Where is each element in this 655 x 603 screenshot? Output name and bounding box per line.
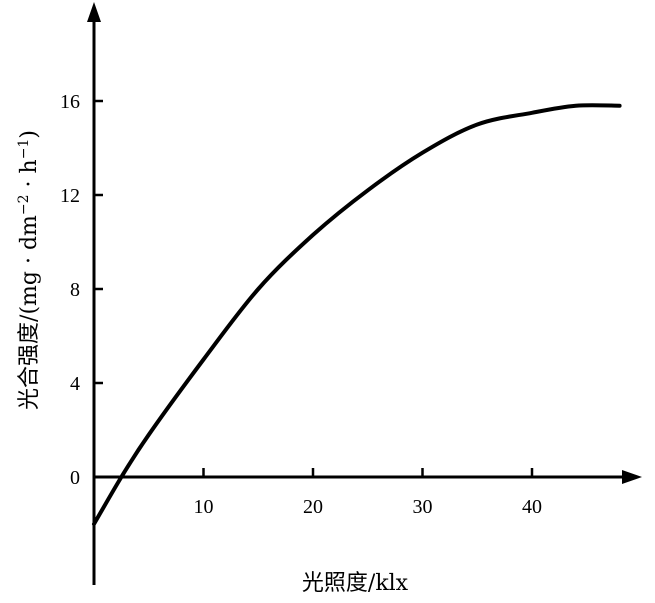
x-axis-title: 光照度/klx — [302, 571, 409, 596]
y-axis-title-end: ) — [17, 130, 42, 139]
y-axis-arrow — [87, 2, 101, 22]
x-tick-label: 10 — [194, 496, 214, 518]
y-axis-title-exp1: −2 — [16, 194, 32, 215]
series-line — [92, 103, 622, 526]
x-tick-label: 30 — [413, 496, 433, 518]
y-tick-label: 16 — [60, 91, 80, 113]
y-tick-label: 8 — [70, 279, 80, 301]
y-tick-label: 4 — [70, 373, 80, 395]
x-tick-label: 40 — [522, 496, 542, 518]
y-tick-label: 12 — [60, 185, 80, 207]
y-axis-title-mid: · h — [17, 159, 42, 194]
y-axis-title: 光合强度/(mg · dm−2 · h−1) — [16, 130, 42, 410]
y-axis-title-main: 光合强度/(mg · dm — [17, 215, 42, 410]
y-axis-title-exp2: −1 — [16, 139, 32, 160]
y-tick-label: 0 — [70, 467, 80, 489]
x-tick-label: 20 — [303, 496, 323, 518]
x-ticks: 10 20 30 40 — [194, 468, 542, 518]
x-axis-arrow — [622, 470, 642, 484]
y-ticks: 0 4 8 12 16 — [60, 91, 103, 489]
